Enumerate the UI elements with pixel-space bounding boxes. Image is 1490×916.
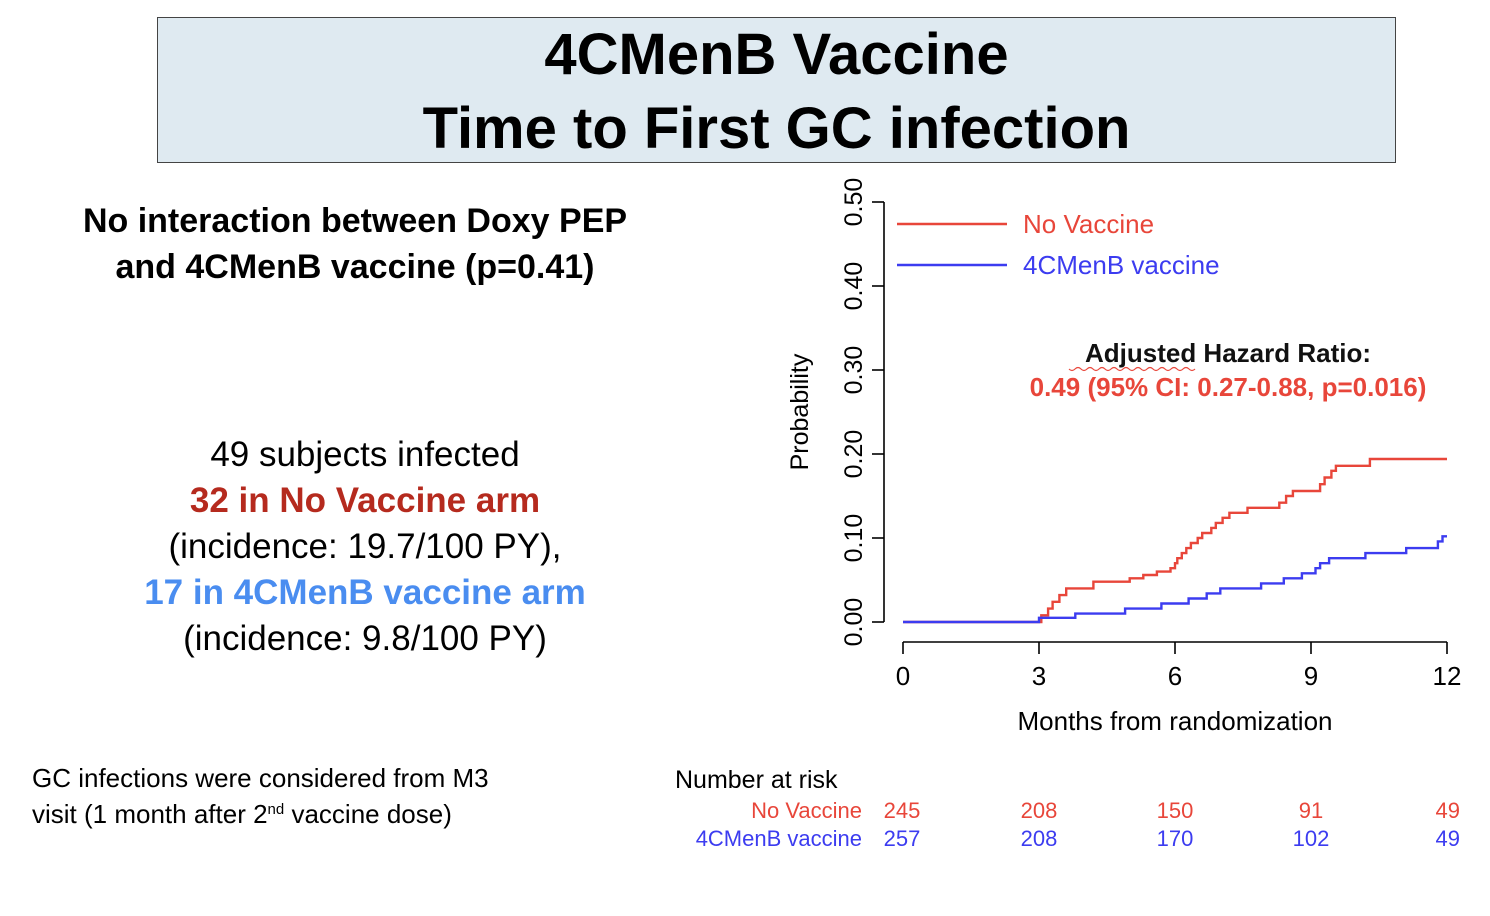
risk-table: Number at risk No Vaccine 245 208 150 91 49 4C… xyxy=(675,766,1460,851)
slide-title-line1: 4CMenB Vaccine xyxy=(544,22,1009,87)
series-line-no-vaccine xyxy=(903,457,1447,624)
series-line-vaccine xyxy=(903,535,1447,624)
vaccine-arm-count: 17 in 4CMenB vaccine arm xyxy=(144,573,586,612)
risk-row-label: 4CMenB vaccine xyxy=(696,826,862,851)
footnote-sup: nd xyxy=(267,801,285,818)
chart-curves xyxy=(903,457,1447,624)
risk-value: 245 xyxy=(884,798,921,823)
footnote: GC infections were considered from M3 vi… xyxy=(32,760,592,832)
interaction-statement: No interaction between Doxy PEP and 4CMe… xyxy=(20,198,690,290)
footnote-line2: visit (1 month after 2nd vaccine dose) xyxy=(32,796,592,832)
y-tick-label: 0.10 xyxy=(840,514,868,563)
slide-title-line2: Time to First GC infection xyxy=(422,96,1131,161)
legend-label: 4CMenB vaccine xyxy=(1023,250,1220,280)
legend-label: No Vaccine xyxy=(1023,209,1154,239)
interaction-line1: No interaction between Doxy PEP xyxy=(82,202,628,240)
x-tick-label: 6 xyxy=(1168,661,1182,691)
hazard-ratio-underline xyxy=(1068,366,1196,372)
risk-value: 102 xyxy=(1293,826,1330,851)
footnote-line1: GC infections were considered from M3 xyxy=(32,763,489,793)
risk-row-label: No Vaccine xyxy=(751,798,862,823)
y-tick-label: 0.00 xyxy=(840,598,868,647)
y-axis-label: Probability xyxy=(786,353,814,470)
title-box: 4CMenB Vaccine Time to First GC infectio… xyxy=(157,17,1396,163)
hazard-ratio-value: 0.49 (95% CI: 0.27-0.88, p=0.016) xyxy=(1030,372,1427,402)
risk-value: 257 xyxy=(884,826,921,851)
risk-value: 49 xyxy=(1436,798,1460,823)
x-axis-label: Months from randomization xyxy=(1017,706,1332,736)
risk-value: 49 xyxy=(1436,826,1460,851)
infection-summary: 49 subjects infected 32 in No Vaccine ar… xyxy=(40,432,690,662)
risk-value: 91 xyxy=(1299,798,1323,823)
y-tick-label: 0.30 xyxy=(840,346,868,395)
y-tick-label: 0.40 xyxy=(840,262,868,311)
risk-value: 208 xyxy=(1021,798,1058,823)
hazard-ratio-title: Adjusted Hazard Ratio: xyxy=(1085,338,1371,368)
risk-value: 150 xyxy=(1157,798,1194,823)
footnote-line2-pre: visit (1 month after 2 xyxy=(32,799,268,829)
footnote-line2-post: vaccine dose) xyxy=(284,799,452,829)
x-tick-label: 9 xyxy=(1304,661,1318,691)
infected-total: 49 subjects infected xyxy=(210,435,520,474)
x-tick-label: 12 xyxy=(1433,661,1462,691)
no-vaccine-arm-count: 32 in No Vaccine arm xyxy=(189,481,541,520)
chart-legend: No Vaccine 4CMenB vaccine xyxy=(897,209,1220,280)
y-tick-label: 0.50 xyxy=(840,178,868,227)
risk-value: 170 xyxy=(1157,826,1194,851)
risk-value: 208 xyxy=(1021,826,1058,851)
no-vaccine-incidence: (incidence: 19.7/100 PY), xyxy=(168,527,562,566)
vaccine-incidence: (incidence: 9.8/100 PY) xyxy=(183,619,547,658)
x-tick-label: 0 xyxy=(896,661,910,691)
x-tick-label: 3 xyxy=(1032,661,1046,691)
interaction-line2: and 4CMenB vaccine (p=0.41) xyxy=(115,248,595,286)
chart-axes: 0.00 0.10 0.20 0.30 0.40 0.50 0 3 6 9 12 xyxy=(840,178,1461,691)
y-tick-label: 0.20 xyxy=(840,430,868,479)
risk-table-title: Number at risk xyxy=(675,766,838,794)
